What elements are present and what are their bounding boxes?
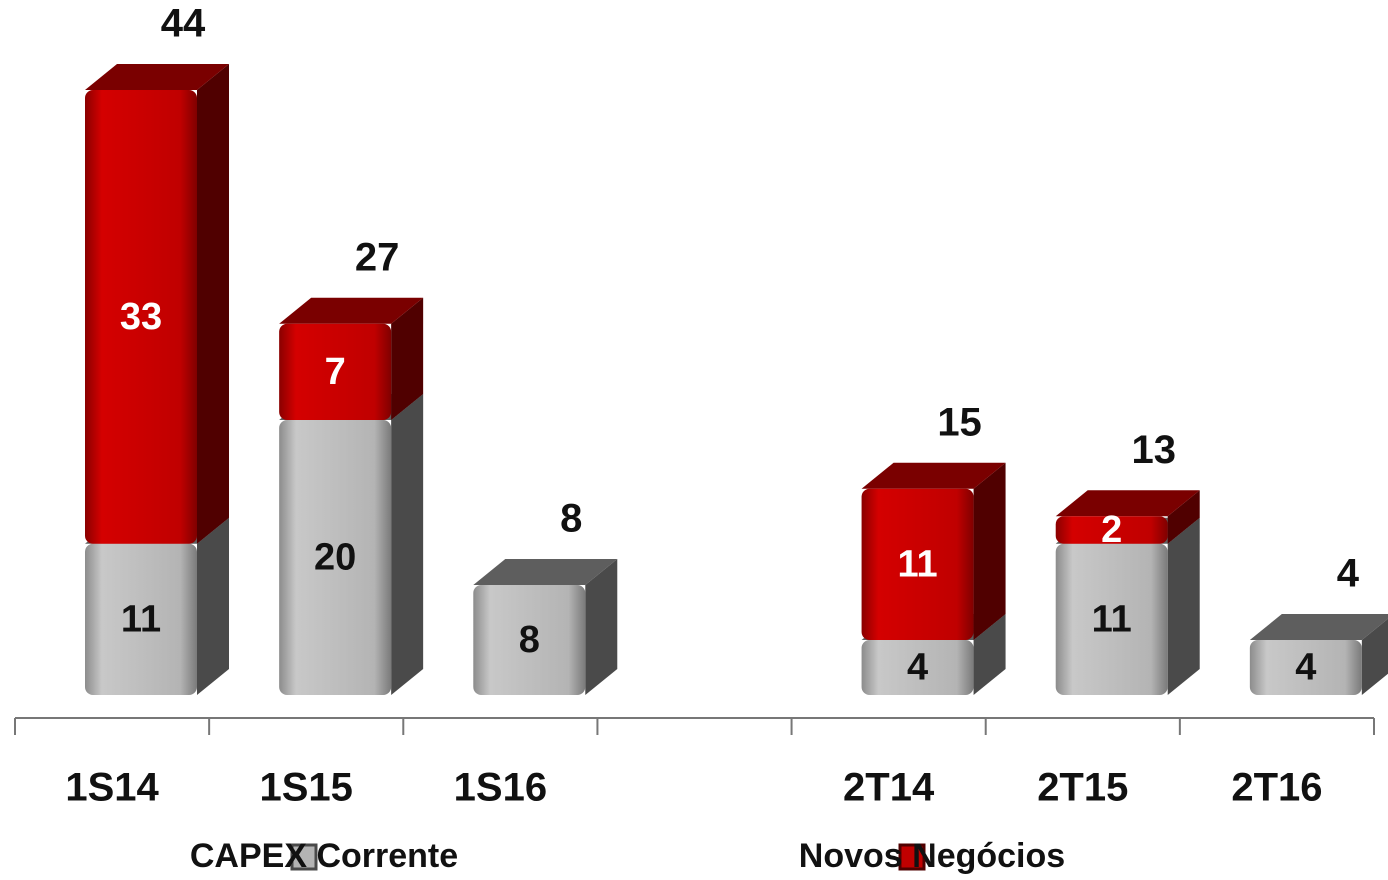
bar-side: [1167, 490, 1200, 544]
bar-top: [1055, 490, 1200, 517]
total-label: 44: [161, 2, 206, 46]
value-label: 33: [120, 296, 162, 338]
x-tick-label: 2T16: [1231, 766, 1322, 810]
bar-top: [861, 462, 1006, 489]
legend-label: Novos Negócios: [799, 837, 1065, 875]
bar-side: [585, 559, 618, 695]
bar-side: [391, 297, 424, 420]
bar-side: [1361, 618, 1388, 695]
bar-side: [1167, 517, 1200, 695]
x-tick-label: 1S14: [65, 766, 159, 810]
bar-side: [197, 64, 229, 544]
total-label: 15: [937, 400, 982, 444]
x-tick-label: 2T15: [1037, 766, 1128, 810]
bar-top: [1249, 614, 1388, 640]
bar-side: [391, 394, 424, 695]
bar: [861, 488, 974, 640]
bar: [279, 323, 392, 420]
bar-top: [473, 559, 618, 585]
bar: [85, 90, 197, 544]
bar: [473, 585, 586, 695]
x-tick-label: 1S15: [260, 766, 353, 810]
total-label: 27: [355, 235, 400, 279]
bar-top: [85, 64, 229, 90]
total-label: 8: [560, 497, 582, 541]
value-label: 11: [1092, 598, 1132, 640]
legend-label: CAPEX Corrente: [190, 837, 458, 875]
value-label: 11: [897, 543, 937, 585]
bar-side: [197, 517, 229, 695]
x-tick-label: 2T14: [843, 766, 935, 810]
value-label: 11: [121, 598, 161, 640]
value-label: 2: [1101, 509, 1122, 551]
bar: [85, 543, 197, 695]
value-label: 20: [314, 537, 356, 579]
bar: [1055, 516, 1168, 544]
value-label: 4: [907, 647, 928, 689]
bar-top: [279, 297, 424, 324]
x-tick-label: 1S16: [454, 766, 547, 810]
value-label: 4: [1295, 647, 1316, 689]
bar-side: [973, 462, 1006, 640]
value-label: 8: [519, 619, 540, 661]
bar: [1055, 543, 1168, 695]
bar: [279, 420, 392, 695]
legend-swatch: [290, 843, 318, 871]
bar: [861, 640, 974, 695]
total-label: 13: [1131, 428, 1176, 472]
bar-side: [973, 614, 1006, 695]
total-label: 4: [1337, 552, 1360, 596]
bar: [1249, 640, 1362, 695]
legend-swatch: [898, 843, 926, 871]
value-label: 7: [325, 351, 346, 393]
